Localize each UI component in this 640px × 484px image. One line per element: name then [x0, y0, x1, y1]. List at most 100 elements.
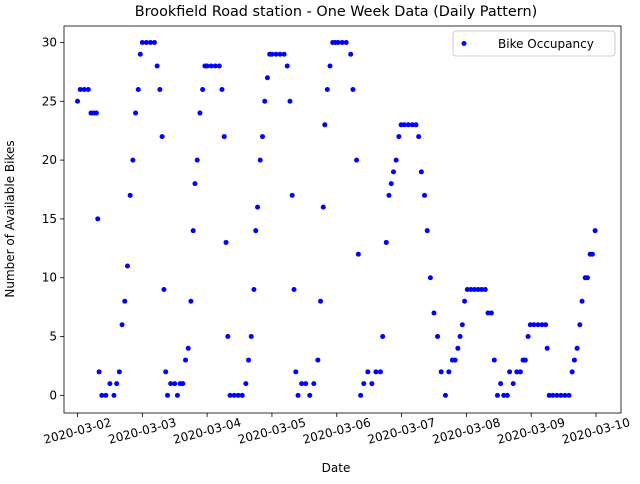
- point: [348, 51, 354, 57]
- point: [464, 286, 470, 292]
- point: [435, 334, 441, 340]
- point: [365, 369, 371, 375]
- point: [380, 334, 386, 340]
- point: [409, 122, 415, 128]
- point: [183, 357, 189, 363]
- point: [122, 298, 128, 304]
- point: [422, 192, 428, 198]
- point: [401, 122, 407, 128]
- point: [172, 381, 178, 387]
- point: [369, 381, 375, 387]
- point: [327, 63, 333, 69]
- point: [546, 392, 552, 398]
- point: [558, 392, 564, 398]
- point: [135, 87, 141, 93]
- point: [159, 134, 165, 140]
- y-tick-label: 0: [49, 388, 57, 402]
- point: [223, 239, 229, 245]
- point: [231, 392, 237, 398]
- point: [482, 286, 488, 292]
- point: [235, 392, 241, 398]
- point: [501, 392, 507, 398]
- point: [114, 381, 120, 387]
- point: [253, 228, 259, 234]
- point: [216, 63, 222, 69]
- point: [438, 369, 444, 375]
- point: [343, 39, 349, 45]
- point: [494, 392, 500, 398]
- point: [264, 75, 270, 81]
- point: [377, 369, 383, 375]
- point: [462, 298, 468, 304]
- point: [355, 251, 361, 257]
- point: [315, 357, 321, 363]
- point: [361, 381, 367, 387]
- point: [130, 157, 136, 163]
- point: [127, 192, 133, 198]
- point: [550, 392, 556, 398]
- point: [418, 169, 424, 175]
- y-tick-label: 5: [49, 330, 57, 344]
- point: [246, 357, 252, 363]
- point: [390, 169, 396, 175]
- point: [307, 392, 313, 398]
- point: [504, 392, 510, 398]
- point: [388, 181, 394, 187]
- point: [324, 87, 330, 93]
- point: [243, 381, 249, 387]
- point: [291, 286, 297, 292]
- point: [273, 51, 279, 57]
- x-axis-label: Date: [322, 461, 351, 475]
- y-tick-label: 25: [42, 94, 57, 108]
- point: [124, 263, 130, 269]
- point: [427, 275, 433, 281]
- point: [151, 39, 157, 45]
- point: [200, 87, 206, 93]
- point: [188, 298, 194, 304]
- point: [424, 228, 430, 234]
- point: [318, 298, 324, 304]
- point: [459, 322, 465, 328]
- point: [293, 369, 299, 375]
- point: [257, 157, 263, 163]
- point: [577, 322, 583, 328]
- point: [119, 322, 125, 328]
- point: [239, 392, 245, 398]
- point: [139, 39, 145, 45]
- point: [579, 298, 585, 304]
- point: [212, 63, 218, 69]
- point: [569, 369, 575, 375]
- point: [373, 369, 379, 375]
- point: [99, 392, 105, 398]
- point: [491, 357, 497, 363]
- point: [192, 181, 198, 187]
- point: [133, 110, 139, 116]
- point: [574, 345, 580, 351]
- point: [446, 369, 452, 375]
- point: [510, 381, 516, 387]
- point: [95, 216, 101, 222]
- point: [457, 334, 463, 340]
- point: [103, 392, 109, 398]
- point: [221, 134, 227, 140]
- point: [85, 87, 91, 93]
- point: [225, 334, 231, 340]
- point: [111, 392, 117, 398]
- point: [566, 392, 572, 398]
- point: [303, 381, 309, 387]
- point: [204, 63, 210, 69]
- point: [147, 39, 153, 45]
- point: [562, 392, 568, 398]
- point: [227, 392, 233, 398]
- point: [107, 381, 113, 387]
- point: [287, 98, 293, 104]
- legend: Bike Occupancy: [452, 30, 616, 57]
- point: [154, 63, 160, 69]
- point: [350, 87, 356, 93]
- y-axis-label: Number of Available Bikes: [3, 140, 17, 297]
- point: [431, 310, 437, 316]
- point: [525, 334, 531, 340]
- point: [77, 87, 83, 93]
- point: [498, 381, 504, 387]
